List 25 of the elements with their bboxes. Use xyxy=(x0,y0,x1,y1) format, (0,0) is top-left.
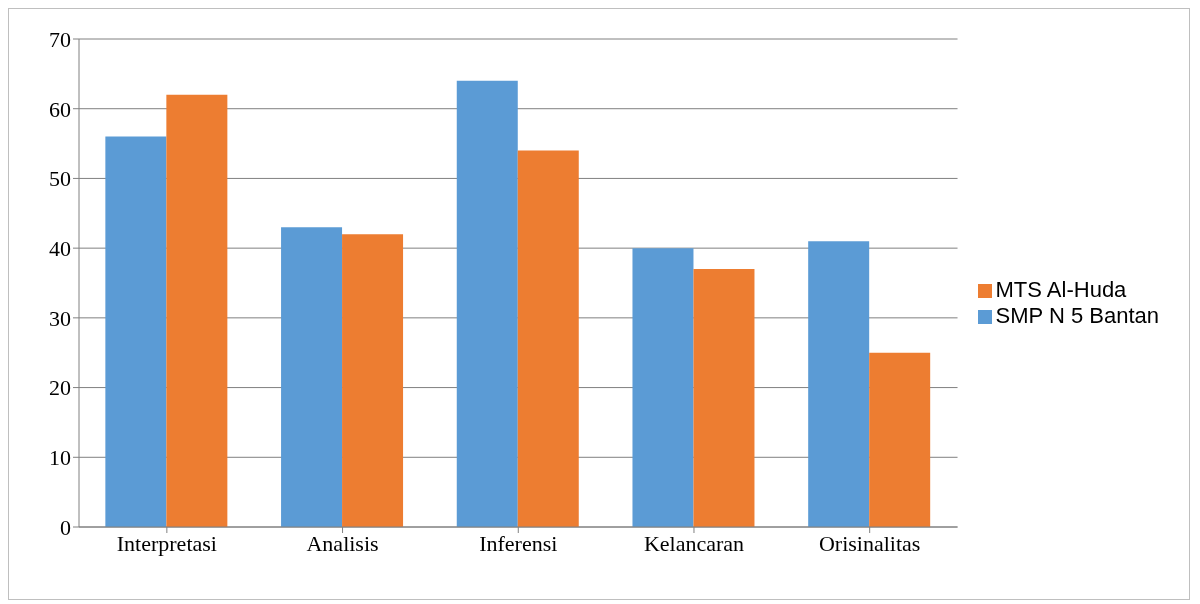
bar xyxy=(342,234,404,527)
bar xyxy=(105,136,167,527)
y-tick-label: 40 xyxy=(49,235,71,261)
bar xyxy=(281,227,343,527)
bar xyxy=(808,241,870,527)
y-tick-label: 30 xyxy=(49,305,71,331)
x-tick-label: Orisinalitas xyxy=(818,530,921,556)
bar xyxy=(517,150,579,527)
bar xyxy=(869,352,931,527)
bar xyxy=(632,248,694,527)
y-tick-label: 60 xyxy=(49,96,71,122)
y-tick-label: 50 xyxy=(49,166,71,192)
y-tick-label: 10 xyxy=(49,445,71,471)
x-tick-label: Interpretasi xyxy=(116,530,217,556)
y-tick-label: 0 xyxy=(60,514,71,540)
x-tick-label: Inferensi xyxy=(479,530,558,556)
y-tick-label: 70 xyxy=(49,26,71,52)
y-tick-label: 20 xyxy=(49,375,71,401)
bar xyxy=(166,94,228,527)
legend-label: SMP N 5 Bantan xyxy=(995,303,1159,328)
legend-label: MTS Al-Huda xyxy=(995,277,1127,302)
x-tick-label: Kelancaran xyxy=(643,530,745,556)
bar xyxy=(456,80,518,527)
bar xyxy=(693,269,755,527)
x-tick-label: Analisis xyxy=(306,530,379,556)
